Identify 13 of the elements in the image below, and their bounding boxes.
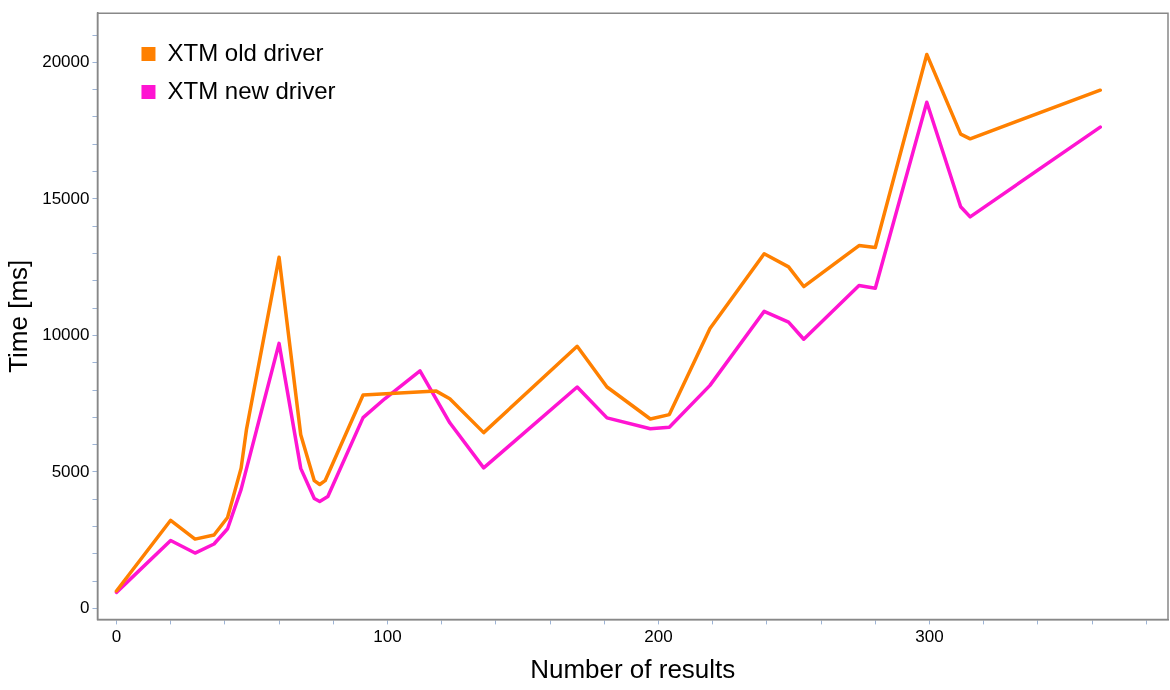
y-tick-label: 5000 <box>51 461 90 481</box>
x-tick-label: 0 <box>111 627 122 647</box>
legend-label: XTM new driver <box>167 76 336 104</box>
x-tick-label: 200 <box>644 627 673 647</box>
legend-label: XTM old driver <box>167 38 324 66</box>
y-tick-label: 10000 <box>42 325 90 345</box>
x-axis-title: Number of results <box>530 653 736 684</box>
y-tick-label: 20000 <box>42 52 90 72</box>
y-tick-label: 0 <box>80 598 90 618</box>
x-tick-label: 100 <box>373 627 402 647</box>
y-tick-label: 15000 <box>42 188 90 208</box>
y-axis-title: Time [ms] <box>2 259 33 373</box>
x-tick-label: 300 <box>915 627 944 647</box>
